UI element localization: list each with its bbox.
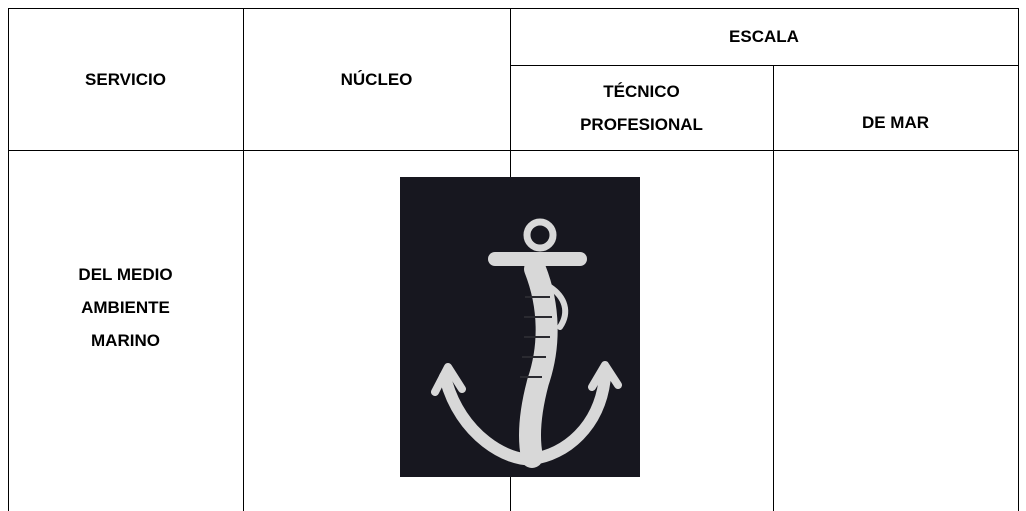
cell: DEL MEDIO AMBIENTE MARINO <box>78 265 173 350</box>
rule <box>510 65 1018 66</box>
rule <box>8 150 1018 151</box>
rule <box>243 8 244 511</box>
header-scale-column: TÉCNICO PROFESIONAL <box>580 81 703 134</box>
anchor-emblem <box>400 177 640 477</box>
header-scale: ESCALA <box>729 27 799 46</box>
rule <box>8 8 1018 9</box>
header-service: SERVICIO <box>85 69 166 89</box>
header-nucleus: NÚCLEO <box>340 69 413 89</box>
rule <box>8 8 9 511</box>
header-scale-column: DE MAR <box>861 113 930 132</box>
rule <box>1018 8 1019 511</box>
rule <box>773 65 774 511</box>
